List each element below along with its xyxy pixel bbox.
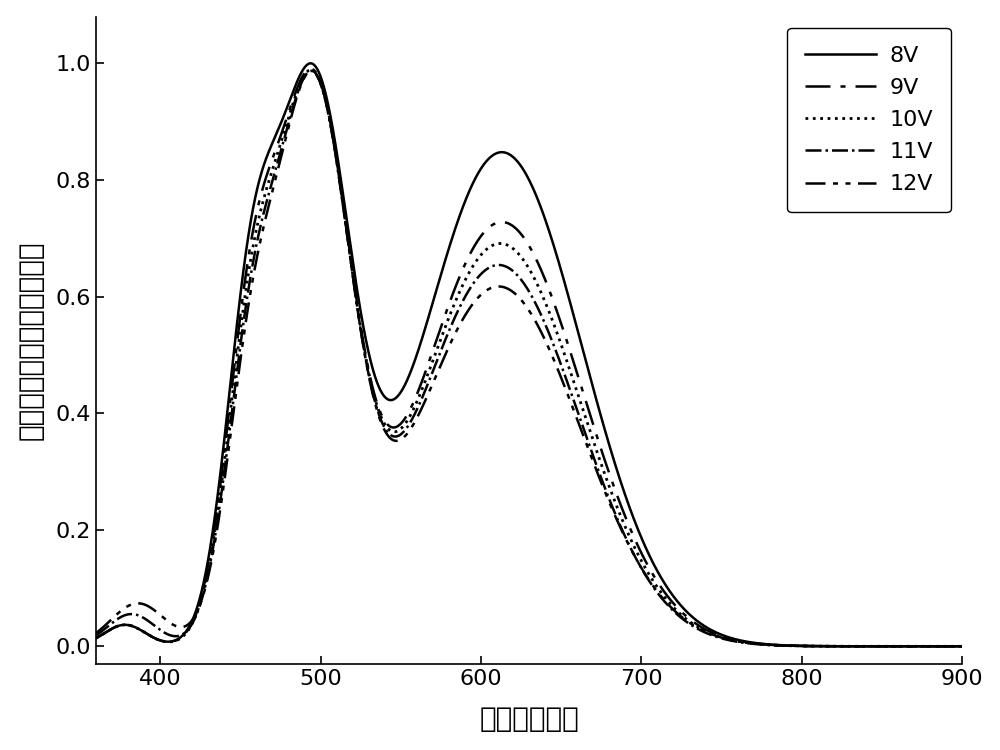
11V — [90, 631, 102, 640]
10V — [512, 248, 524, 257]
8V — [305, 58, 317, 68]
11V — [134, 612, 146, 621]
11V — [512, 271, 524, 280]
11V — [931, 642, 943, 651]
9V — [134, 626, 146, 634]
8V — [956, 642, 968, 651]
12V — [489, 282, 501, 291]
8V — [931, 642, 943, 651]
9V — [90, 634, 102, 643]
Y-axis label: 电致发光强度（任意单元）: 电致发光强度（任意单元） — [17, 241, 45, 440]
9V — [931, 642, 943, 651]
10V — [489, 240, 501, 249]
12V — [931, 642, 943, 651]
12V — [90, 628, 102, 638]
11V — [489, 261, 501, 270]
10V — [956, 642, 968, 651]
11V — [956, 642, 968, 651]
11V — [772, 641, 784, 650]
Legend: 8V, 9V, 10V, 11V, 12V: 8V, 9V, 10V, 11V, 12V — [787, 28, 951, 212]
10V — [772, 640, 784, 650]
10V — [134, 626, 146, 634]
12V — [512, 292, 524, 301]
9V — [956, 642, 968, 651]
8V — [512, 158, 524, 166]
8V — [134, 626, 146, 634]
12V — [772, 640, 784, 650]
8V — [90, 634, 102, 643]
Line: 12V: 12V — [96, 70, 962, 646]
9V — [305, 64, 317, 74]
12V — [956, 642, 968, 651]
8V — [931, 642, 943, 651]
10V — [931, 642, 943, 651]
9V — [931, 642, 943, 651]
Line: 8V: 8V — [96, 63, 962, 646]
Line: 11V: 11V — [96, 71, 962, 646]
9V — [512, 226, 524, 235]
11V — [305, 67, 317, 76]
8V — [489, 150, 501, 159]
10V — [305, 65, 317, 74]
9V — [772, 640, 784, 650]
Line: 9V: 9V — [96, 69, 962, 646]
Line: 10V: 10V — [96, 70, 962, 646]
12V — [305, 66, 317, 75]
X-axis label: 波长（纳米）: 波长（纳米） — [479, 705, 579, 734]
10V — [931, 642, 943, 651]
9V — [489, 219, 501, 228]
12V — [931, 642, 943, 651]
8V — [772, 640, 784, 650]
11V — [931, 642, 943, 651]
12V — [134, 599, 146, 608]
10V — [90, 634, 102, 643]
